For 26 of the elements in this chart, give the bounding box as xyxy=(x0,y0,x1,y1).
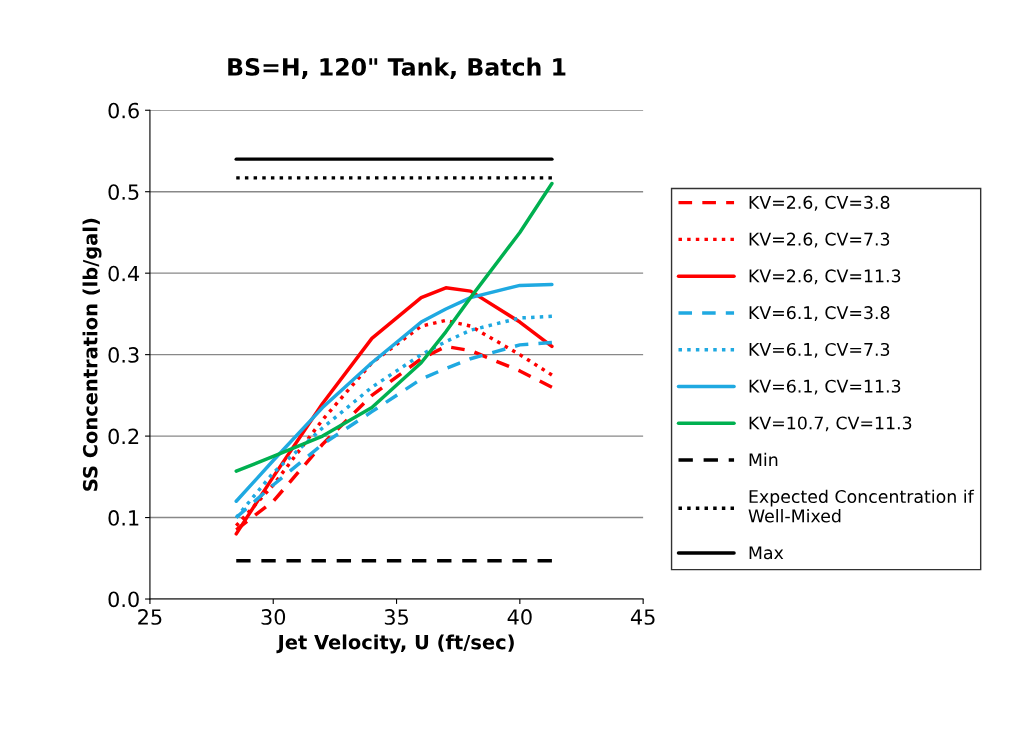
y-tick-label: 0.0 xyxy=(108,591,139,608)
legend-label: KV=6.1, CV=11.3 xyxy=(749,379,901,395)
legend-label: KV=2.6, CV=11.3 xyxy=(749,269,901,285)
x-tick-label: 30 xyxy=(261,609,286,625)
y-axis-title: SS Concentration (lb/gal) xyxy=(82,218,102,491)
legend-label: KV=6.1, CV=7.3 xyxy=(749,342,890,358)
y-tick-label: 0.3 xyxy=(108,347,139,363)
legend-label: KV=2.6, CV=7.3 xyxy=(749,232,890,248)
legend-label: Expected Concentration if Well-Mixed xyxy=(748,489,975,523)
chart-title: BS=H, 120" Tank, Batch 1 xyxy=(228,57,566,79)
line-series xyxy=(234,181,554,473)
legend-label: Max xyxy=(749,546,784,560)
x-tick-label: 35 xyxy=(384,609,408,625)
x-tick-label: 25 xyxy=(138,609,162,625)
y-tick-label: 0.4 xyxy=(108,265,140,282)
x-axis-title: Jet Velocity, U (ft/sec) xyxy=(276,634,514,654)
legend-label: KV=6.1, CV=3.8 xyxy=(749,306,890,322)
x-tick-label: 45 xyxy=(630,609,655,625)
x-tick-label: 40 xyxy=(507,609,532,625)
y-tick-label: 0.5 xyxy=(108,184,139,200)
y-tick-label: 0.1 xyxy=(108,510,139,526)
legend-label: Min xyxy=(749,452,778,467)
y-tick-label: 0.2 xyxy=(108,428,139,445)
legend-label: KV=2.6, CV=3.8 xyxy=(749,195,890,211)
y-tick-label: 0.6 xyxy=(108,102,139,119)
legend-label: KV=10.7, CV=11.3 xyxy=(749,416,912,432)
